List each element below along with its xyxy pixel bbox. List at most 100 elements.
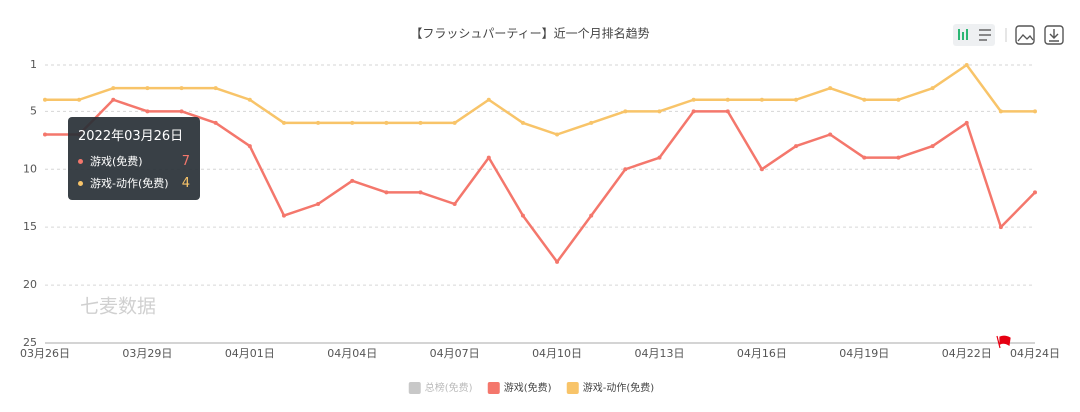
download-icon[interactable] (1044, 25, 1064, 45)
data-point (384, 120, 389, 125)
data-point (930, 86, 935, 91)
data-point (725, 109, 730, 114)
data-point (794, 97, 799, 102)
data-point (418, 190, 423, 195)
legend: 总榜(免费) 游戏(免费) 游戏-动作(免费) (408, 381, 655, 394)
tooltip-name: 游戏-动作(免费) (90, 177, 169, 190)
data-point (589, 120, 594, 125)
data-point (1033, 109, 1037, 114)
image-icon[interactable] (1015, 25, 1035, 45)
data-point (998, 225, 1003, 230)
list-icon[interactable] (979, 29, 991, 41)
y-tick-label: 15 (23, 220, 37, 233)
tooltip-row: 游戏-动作(免费) 4 (78, 172, 190, 194)
legend-swatch (408, 382, 421, 394)
data-point (828, 132, 833, 137)
data-point (145, 109, 150, 114)
flag-icon (996, 335, 1011, 349)
data-point (350, 120, 355, 125)
data-point (418, 120, 423, 125)
x-tick-label: 03月26日 (20, 347, 70, 360)
data-point (77, 97, 82, 102)
toolbar (953, 24, 1064, 46)
data-point (964, 63, 969, 67)
x-tick-label: 04月10日 (532, 347, 582, 360)
data-point (111, 86, 116, 91)
data-point (998, 109, 1003, 114)
data-point (179, 109, 184, 114)
tooltip-dot (78, 158, 83, 164)
data-point (896, 155, 901, 160)
data-point (179, 86, 184, 91)
data-point (964, 120, 969, 125)
legend-swatch (487, 382, 500, 394)
x-tick-label: 04月24日 (1010, 347, 1060, 360)
data-point (930, 144, 935, 149)
download-arrow (1049, 29, 1059, 42)
data-point (896, 97, 901, 102)
data-point (828, 86, 833, 91)
data-point (520, 213, 525, 218)
data-point (794, 144, 799, 149)
x-tick-label: 04月07日 (430, 347, 480, 360)
bar-icon[interactable] (958, 29, 968, 40)
tooltip-value: 7 (181, 153, 190, 169)
data-point (384, 190, 389, 195)
y-tick-label: 10 (23, 162, 37, 175)
data-point (316, 202, 321, 206)
x-tick-label: 04月13日 (634, 347, 684, 360)
data-point (589, 213, 594, 218)
data-point (350, 178, 355, 183)
data-point (623, 167, 628, 172)
x-tick-label: 04月22日 (942, 347, 992, 360)
data-point (486, 155, 491, 160)
data-point (862, 155, 867, 160)
tooltip-title: 2022年03月26日 (78, 129, 184, 144)
data-point (247, 144, 252, 149)
data-point (657, 109, 662, 114)
data-point (452, 202, 457, 206)
chart-title: 【フラッシュパーティー】近一个月排名趋势 (410, 26, 649, 41)
data-point (486, 97, 491, 102)
data-point (555, 132, 560, 137)
y-tick-label: 1 (30, 58, 37, 71)
series-line (45, 98, 1036, 264)
y-tick-label: 20 (23, 278, 37, 291)
legend-label: 游戏-动作(免费) (583, 381, 655, 394)
legend-label: 总榜(免费) (425, 381, 473, 394)
tooltip-name: 游戏(免费) (90, 155, 143, 168)
data-point (1033, 190, 1037, 195)
data-point (145, 86, 150, 91)
data-point (623, 109, 628, 114)
tooltip-value: 4 (181, 175, 190, 191)
image-icon-mountain (1017, 34, 1034, 42)
x-tick-label: 03月29日 (122, 347, 172, 360)
x-tick-label: 04月04日 (327, 347, 377, 360)
data-point (452, 120, 457, 125)
data-point (43, 132, 47, 137)
data-point (213, 120, 218, 125)
x-tick-label: 04月16日 (737, 347, 787, 360)
data-point (43, 97, 47, 102)
x-tick-label: 04月01日 (225, 347, 275, 360)
data-point (691, 97, 696, 102)
y-tick-label: 25 (23, 336, 37, 349)
legend-swatch (566, 382, 579, 394)
data-point (657, 155, 662, 160)
data-point (316, 120, 321, 125)
legend-label: 游戏(免费) (504, 381, 552, 394)
data-point (862, 97, 867, 102)
tooltip-row: 游戏(免费) 7 (78, 150, 190, 172)
series-line (45, 63, 1035, 136)
data-point (555, 259, 560, 264)
data-point (520, 120, 525, 125)
data-point (759, 97, 764, 102)
data-point (725, 97, 730, 102)
tooltip: 2022年03月26日 游戏(免费) 7 游戏-动作(免费) 4 (68, 117, 200, 200)
x-tick-label: 04月19日 (839, 347, 889, 360)
data-point (247, 97, 252, 102)
data-point (111, 97, 116, 102)
data-point (691, 109, 696, 114)
y-tick-label: 5 (30, 104, 37, 117)
